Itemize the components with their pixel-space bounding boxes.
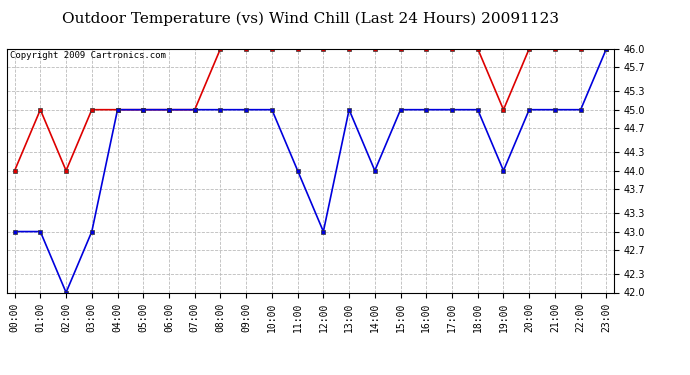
Text: Copyright 2009 Cartronics.com: Copyright 2009 Cartronics.com xyxy=(10,51,166,60)
Text: Outdoor Temperature (vs) Wind Chill (Last 24 Hours) 20091123: Outdoor Temperature (vs) Wind Chill (Las… xyxy=(62,11,559,26)
